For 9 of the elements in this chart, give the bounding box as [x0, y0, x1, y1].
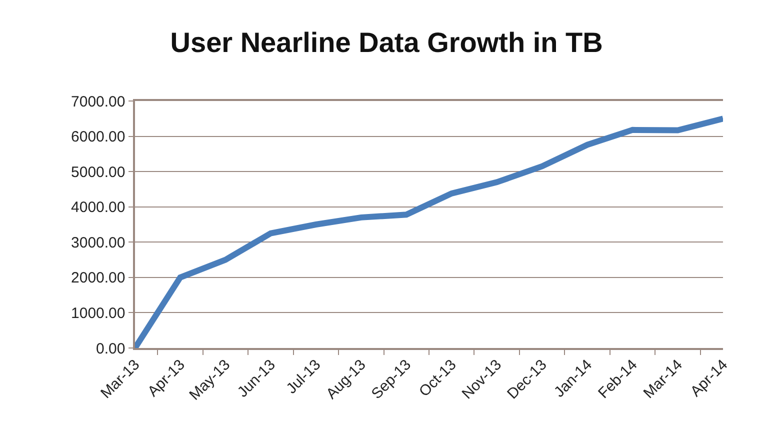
y-tick-label: 0.00 [96, 340, 126, 358]
chart-title: User Nearline Data Growth in TB [170, 26, 603, 58]
y-tick-label: 1000.00 [71, 304, 126, 322]
y-tick-label: 4000.00 [71, 199, 126, 216]
y-tick-label: 2000.00 [71, 270, 126, 287]
y-tick-label: 3000.00 [71, 234, 126, 252]
y-tick-label: 7000.00 [71, 93, 126, 110]
y-tick-label: 6000.00 [71, 128, 126, 146]
y-tick-label: 5000.00 [71, 164, 126, 181]
